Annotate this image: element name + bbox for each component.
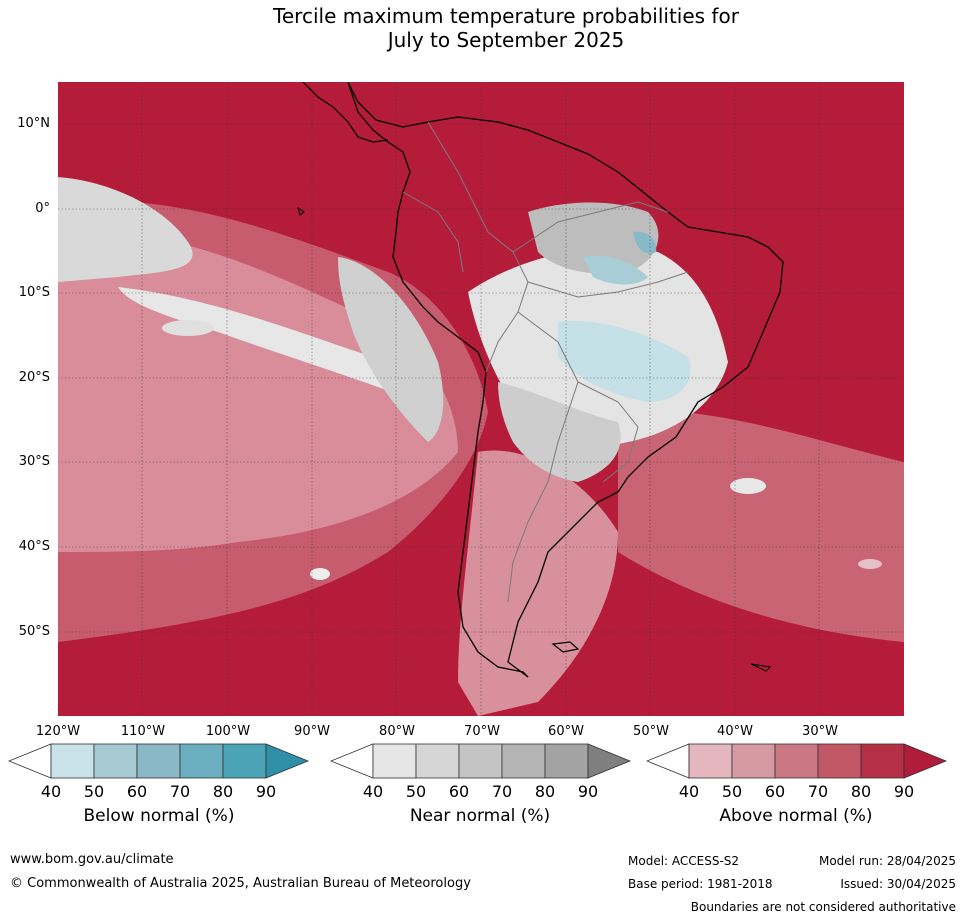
near-tick: 60 xyxy=(448,782,470,801)
above-normal-label: Above normal (%) xyxy=(719,806,873,826)
lon-label-80w: 80°W xyxy=(379,724,415,739)
below-tick: 60 xyxy=(126,782,148,801)
lon-label-60w: 60°W xyxy=(548,724,584,739)
south-america-coastline xyxy=(347,82,784,678)
lon-label-120w: 120°W xyxy=(35,724,81,739)
galapagos-islands xyxy=(297,206,305,216)
near-tick: 80 xyxy=(534,782,556,801)
colorbar-swatch xyxy=(688,743,733,779)
lon-label-40w: 40°W xyxy=(717,724,753,739)
model-run-date: Model run: 28/04/2025 xyxy=(818,854,956,868)
lat-label-40s: 40°S xyxy=(18,539,50,554)
lon-label-50w: 50°W xyxy=(633,724,669,739)
low-signal-patch xyxy=(310,568,330,580)
above-tick: 90 xyxy=(893,782,915,801)
low-signal-patch xyxy=(730,478,766,494)
colorbar-swatch xyxy=(222,743,267,779)
lat-label-50s: 50°S xyxy=(18,624,50,639)
map-title: Tercile maximum temperature probabilitie… xyxy=(0,4,965,52)
website-link[interactable]: www.bom.gov.au/climate xyxy=(10,852,174,867)
lat-label-10s: 10°S xyxy=(18,285,50,300)
colorbar-swatch xyxy=(93,743,138,779)
south-georgia xyxy=(750,663,772,672)
colorbar-above-normal xyxy=(645,742,948,786)
lat-label-30s: 30°S xyxy=(18,454,50,469)
copyright-text: © Commonwealth of Australia 2025, Austra… xyxy=(10,876,471,891)
falkland-islands xyxy=(551,641,580,653)
lon-label-70w: 70°W xyxy=(464,724,500,739)
near-tick: 50 xyxy=(405,782,427,801)
lon-label-30w: 30°W xyxy=(802,724,838,739)
colorbar-swatch xyxy=(458,743,503,779)
colorbar-swatch xyxy=(817,743,862,779)
colorbar-swatch xyxy=(136,743,181,779)
colorbar-swatch xyxy=(587,743,632,779)
above-tick: 70 xyxy=(807,782,829,801)
near-tick: 70 xyxy=(491,782,513,801)
colorbar-swatch xyxy=(265,743,310,779)
lat-label-10n: 10°N xyxy=(17,116,50,131)
colorbar-above-swatches xyxy=(645,743,948,779)
title-line-1: Tercile maximum temperature probabilitie… xyxy=(273,4,739,28)
near-normal-pacific-band xyxy=(58,177,193,282)
lon-label-100w: 100°W xyxy=(205,724,251,739)
below-tick: 90 xyxy=(255,782,277,801)
colorbar-swatch xyxy=(774,743,819,779)
below-tick: 70 xyxy=(169,782,191,801)
below-tick: 50 xyxy=(83,782,105,801)
boundary-disclaimer: Boundaries are not considered authoritat… xyxy=(690,900,956,914)
colorbar-swatch xyxy=(50,743,95,779)
map-canvas xyxy=(58,82,904,716)
above-normal-ocean-patch-east xyxy=(618,410,904,642)
colorbar-swatch xyxy=(372,743,417,779)
near-tick: 90 xyxy=(577,782,599,801)
colorbar-swatch xyxy=(860,743,905,779)
low-signal-patch xyxy=(858,559,882,569)
near-normal-equatorial-band xyxy=(118,287,418,402)
colorbar-near-normal xyxy=(329,742,632,786)
below-normal-label: Below normal (%) xyxy=(83,806,235,826)
colorbar-swatch xyxy=(7,743,52,779)
colorbar-swatch xyxy=(501,743,546,779)
below-normal-brazil xyxy=(558,321,691,402)
above-tick: 80 xyxy=(850,782,872,801)
colorbar-swatch xyxy=(903,743,948,779)
colorbar-swatch xyxy=(544,743,589,779)
probability-map xyxy=(58,82,904,716)
colorbar-swatch xyxy=(329,743,374,779)
colorbar-near-swatches xyxy=(329,743,632,779)
colorbar-swatch xyxy=(179,743,224,779)
near-tick: 40 xyxy=(362,782,384,801)
low-signal-patch xyxy=(162,320,214,336)
colorbar-swatch xyxy=(645,743,690,779)
central-america-coastline xyxy=(302,82,389,143)
above-tick: 50 xyxy=(721,782,743,801)
graticule xyxy=(58,82,904,716)
near-normal-peru-band xyxy=(338,257,444,442)
title-line-2: July to September 2025 xyxy=(387,28,625,52)
below-normal-amazon-spot xyxy=(633,231,657,254)
base-period: Base period: 1981-2018 xyxy=(628,877,773,891)
lon-label-90w: 90°W xyxy=(294,724,330,739)
country-borders xyxy=(402,121,689,603)
above-tick: 40 xyxy=(678,782,700,801)
below-normal-ne-brazil xyxy=(583,255,648,285)
model-name: Model: ACCESS-S2 xyxy=(628,854,740,868)
colorbar-swatch xyxy=(415,743,460,779)
colorbar-below-swatches xyxy=(7,743,310,779)
above-tick: 60 xyxy=(764,782,786,801)
colorbar-swatch xyxy=(731,743,776,779)
near-normal-label: Near normal (%) xyxy=(409,806,551,826)
near-normal-southern-cone xyxy=(498,382,621,482)
below-tick: 40 xyxy=(40,782,62,801)
lat-label-0: 0° xyxy=(35,201,50,216)
issued-date: Issued: 30/04/2025 xyxy=(840,877,956,891)
lat-label-20s: 20°S xyxy=(18,370,50,385)
below-tick: 80 xyxy=(212,782,234,801)
lon-label-110w: 110°W xyxy=(120,724,166,739)
colorbar-below-normal xyxy=(7,742,310,786)
near-normal-amazon xyxy=(528,202,659,274)
